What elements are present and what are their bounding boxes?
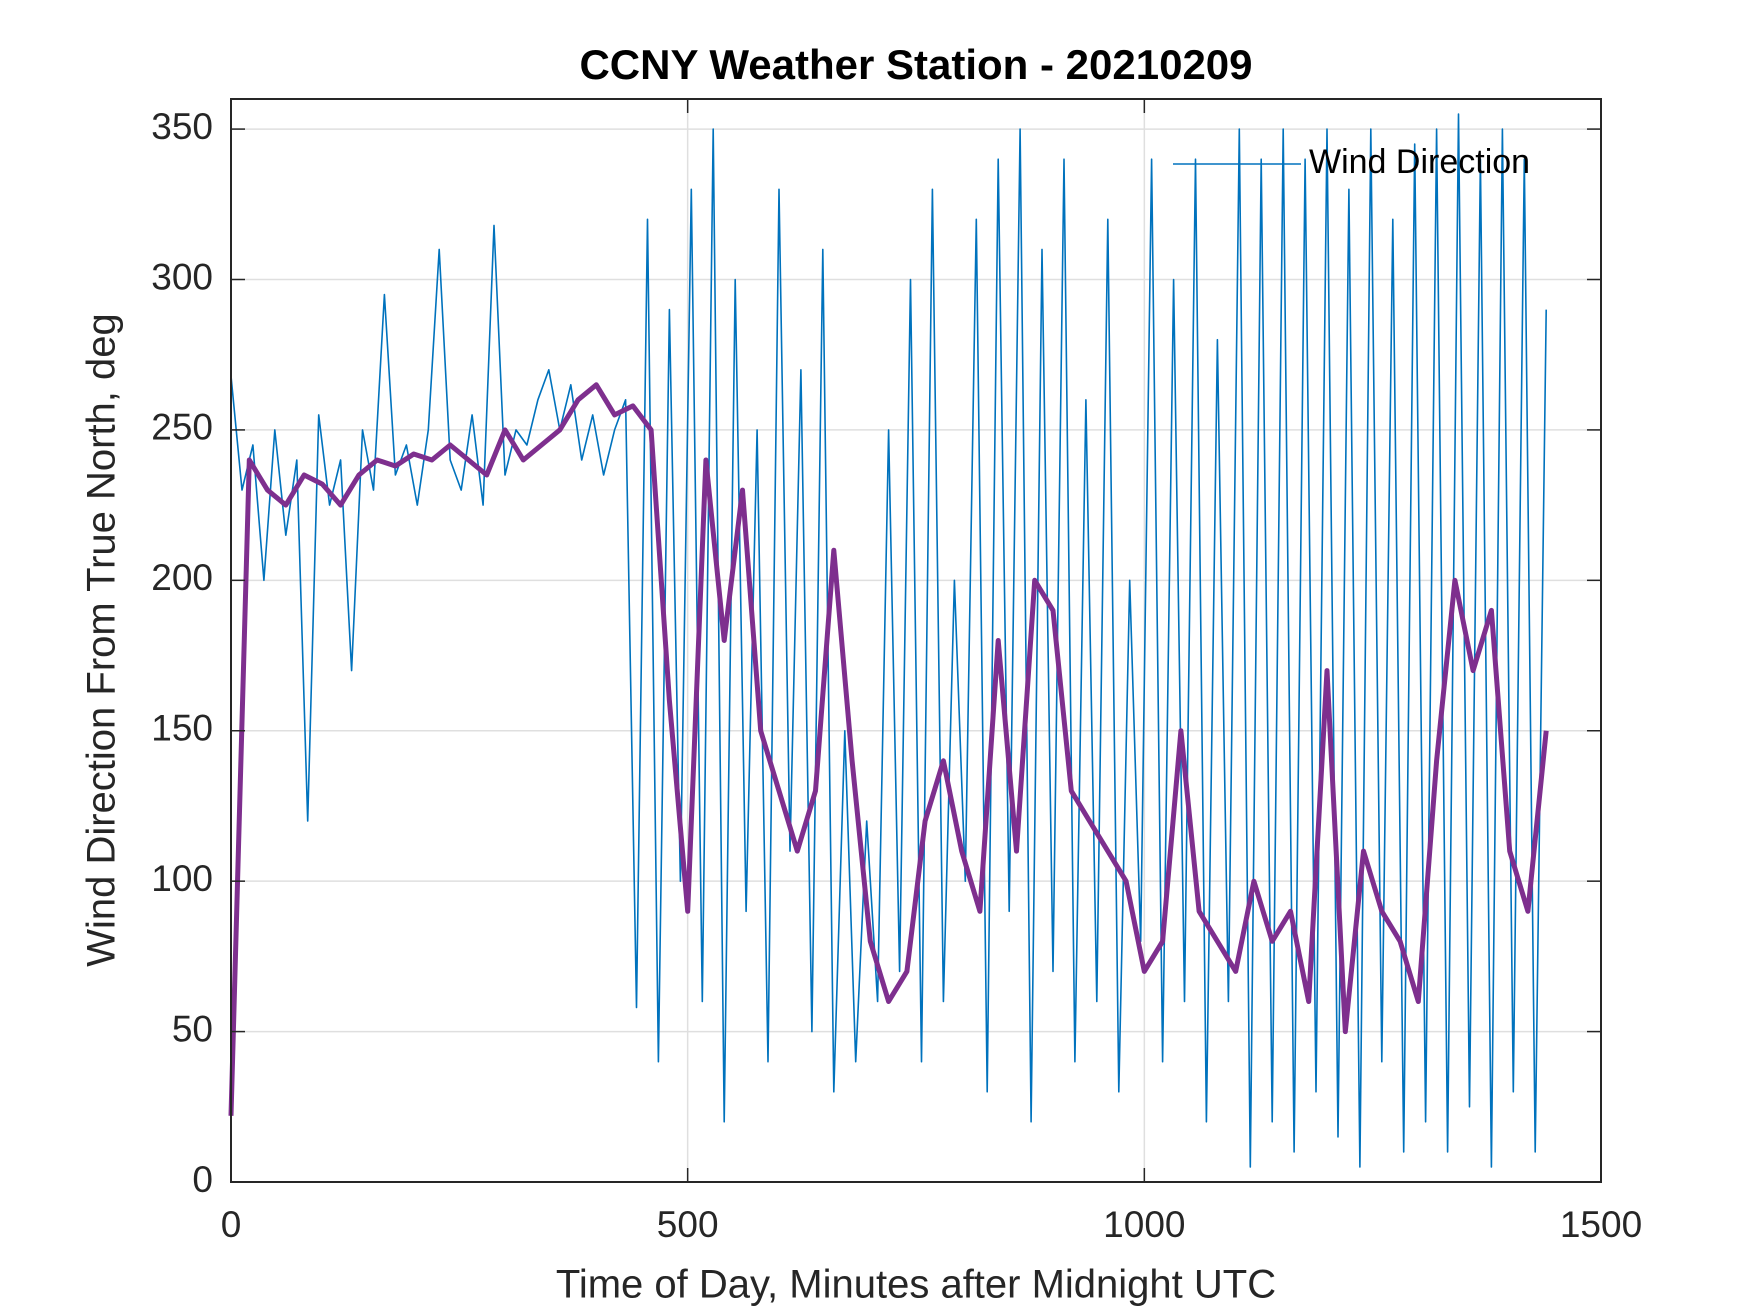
legend-label: Wind Direction	[1309, 143, 1530, 181]
x-tick-label: 1500	[1560, 1204, 1642, 1245]
y-tick-label: 300	[151, 256, 213, 297]
plot-area	[228, 113, 1549, 1168]
data-line	[228, 382, 1549, 1116]
x-tick-label: 0	[221, 1204, 242, 1245]
x-tick-label: 500	[657, 1204, 719, 1245]
y-tick-label: 50	[172, 1008, 213, 1049]
axes: 0 500 1000 1500 0 50 100 150 200 250 300 350 Wind Di…	[151, 98, 1642, 1245]
y-tick-label: 150	[151, 708, 213, 749]
y-axis-label: Wind Direction From True North, deg	[80, 313, 124, 967]
chart-title: CCNY Weather Station - 20210209	[579, 41, 1252, 88]
y-tick-label: 100	[151, 858, 213, 899]
y-tick-label: 350	[151, 106, 213, 147]
data-line	[230, 113, 1547, 1168]
y-tick-label: 250	[151, 407, 213, 448]
x-axis-label: Time of Day, Minutes after Midnight UTC	[556, 1263, 1276, 1307]
axes-box	[230, 98, 1602, 1183]
y-tick-label: 0	[192, 1159, 213, 1200]
x-tick-label: 1000	[1103, 1204, 1185, 1245]
y-tick-label: 200	[151, 557, 213, 598]
